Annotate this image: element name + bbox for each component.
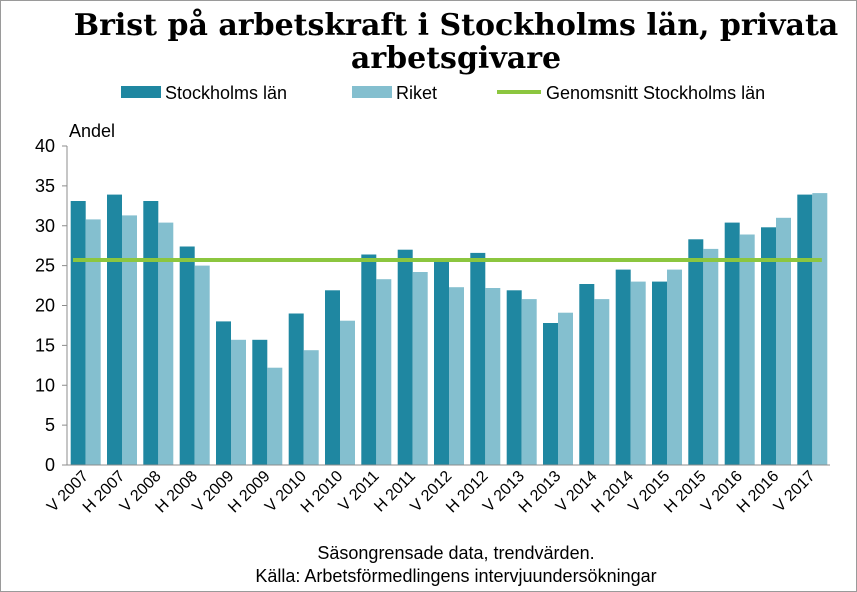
bar-riket	[558, 312, 573, 465]
bar-stockholms-lan	[543, 323, 558, 465]
bar-riket	[340, 320, 355, 465]
y-tick-label: 25	[35, 256, 55, 276]
bar-stockholms-lan	[615, 269, 631, 465]
bar-stockholms-lan	[688, 239, 704, 465]
bar-riket	[158, 222, 174, 465]
bar-riket	[667, 269, 682, 465]
y-tick-label: 5	[45, 415, 55, 435]
bar-stockholms-lan	[761, 227, 776, 465]
bar-riket	[449, 287, 464, 465]
bar-riket	[122, 215, 137, 465]
bar-stockholms-lan	[288, 313, 304, 465]
bar-stockholms-lan	[724, 222, 740, 465]
x-tick-label: V 2017	[771, 468, 819, 516]
bar-riket	[485, 288, 501, 465]
bar-riket	[267, 367, 283, 465]
chart-title-line-2: arbetsgivare	[351, 41, 561, 76]
bar-riket	[521, 299, 537, 465]
legend-label-genomsnitt: Genomsnitt Stockholms län	[546, 83, 765, 103]
legend-swatch-riket	[352, 86, 392, 98]
bar-stockholms-lan	[252, 339, 268, 465]
bar-riket	[194, 265, 210, 465]
chart-title-line-1: Brist på arbetskraft i Stockholms län, p…	[74, 8, 839, 43]
bar-riket	[776, 217, 791, 465]
y-tick-label: 30	[35, 216, 55, 236]
bar-riket	[303, 350, 319, 465]
bar-riket	[812, 193, 828, 465]
bar-riket	[412, 272, 428, 465]
y-axis-label: Andel	[69, 121, 115, 141]
bar-stockholms-lan	[143, 201, 159, 465]
y-tick-label: 20	[35, 296, 55, 316]
bar-riket	[231, 339, 246, 465]
bar-stockholms-lan	[397, 249, 413, 465]
note-seasonal: Säsongrensade data, trendvärden.	[317, 543, 594, 563]
y-tick-label: 10	[35, 375, 55, 395]
legend: Stockholms län Riket Genomsnitt Stockhol…	[121, 83, 765, 103]
bar-stockholms-lan	[107, 194, 122, 465]
bar-stockholms-lan	[179, 246, 195, 465]
bar-stockholms-lan	[470, 252, 486, 465]
y-tick-label: 15	[35, 335, 55, 355]
bar-stockholms-lan	[434, 260, 449, 465]
bar-riket	[630, 281, 646, 465]
bar-stockholms-lan	[325, 290, 340, 465]
y-tick-label: 35	[35, 176, 55, 196]
bar-riket	[739, 234, 755, 465]
y-tick-label: 0	[45, 455, 55, 475]
note-source: Källa: Arbetsförmedlingens intervjuunder…	[255, 566, 656, 586]
bar-riket	[594, 299, 610, 465]
bar-stockholms-lan	[652, 281, 667, 465]
bar-stockholms-lan	[797, 194, 813, 465]
legend-label-stockholms-lan: Stockholms län	[165, 83, 287, 103]
legend-swatch-stockholms-lan	[121, 86, 161, 98]
y-tick-label: 40	[35, 136, 55, 156]
bar-riket	[376, 279, 392, 465]
bar-stockholms-lan	[216, 321, 231, 465]
bar-riket	[85, 219, 101, 465]
bar-riket	[703, 248, 719, 465]
bar-stockholms-lan	[361, 254, 377, 465]
bar-stockholms-lan	[506, 290, 522, 465]
bar-stockholms-lan	[70, 201, 86, 465]
legend-label-riket: Riket	[396, 83, 437, 103]
bar-stockholms-lan	[579, 284, 595, 465]
